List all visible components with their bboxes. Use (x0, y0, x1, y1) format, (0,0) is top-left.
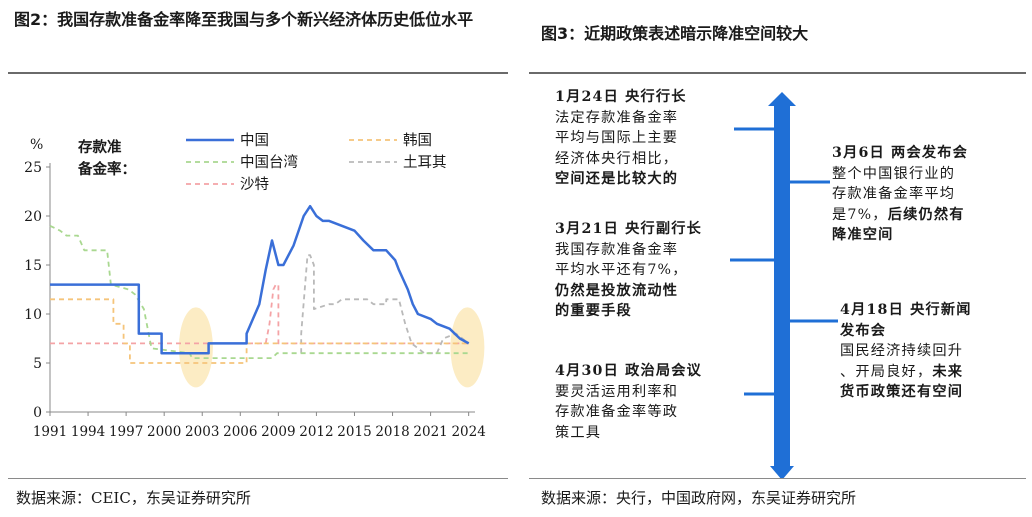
timeline-cap (768, 92, 796, 106)
legend-label-土耳其: 土耳其 (403, 154, 447, 171)
annotation-bold-line: 降准空间 (832, 227, 894, 243)
annotation-apr30: 4月30日 政治局会议 要灵活运用利率和 存款准备金率等政 策工具 (555, 361, 702, 443)
reserve-ratio-chart: 0 5 10 15 20 25% 1991 1994 1997 2000 2003 2006 2009 2… (10, 80, 508, 475)
annotation-bold-line: 仍然是投放流动性 (555, 282, 679, 299)
series-line-土耳其 (300, 254, 470, 355)
annotation-line: 平均水平还有7%， (555, 262, 688, 278)
right-source-note: 数据来源：央行，中国政府网，东吴证券研究所 (541, 489, 857, 507)
annotation-line: 经济体央行相比， (555, 150, 679, 167)
annotation-line: 是7%，后续仍然有 (832, 206, 965, 223)
annotation-mar21: 3月21日 央行副行长 我国存款准备金率 平均水平还有7%， 仍然是投放流动性 的重要手… (555, 219, 702, 322)
annotation-heading-cont: 发布会 (840, 322, 887, 339)
legend-title-line-1: 存款准 (78, 138, 122, 156)
series-line-韩国 (50, 298, 469, 364)
policy-timeline (730, 92, 838, 478)
legend-title-line-2: 备金率： (77, 160, 136, 178)
annotation-mar6: 3月6日 两会发布会 整个中国银行业的 存款准备金率平均 是7%，后续仍然有 降准空间 (832, 143, 968, 246)
right-panel-title: 图3：近期政策表述暗示降准空间较大 (541, 24, 809, 43)
y-tick-label-25: 25 (24, 160, 42, 176)
y-tick-label-5: 5 (33, 356, 42, 372)
series-line-中国台湾 (49, 224, 469, 360)
legend-label-沙特: 沙特 (240, 176, 269, 193)
x-tick-label-1991: 1991 (33, 424, 67, 440)
x-tick-label-2021: 2021 (413, 424, 447, 440)
annotation-heading: 4月18日 央行新闻 (840, 302, 972, 318)
annotation-line: 、开局良好，未来 (840, 363, 964, 380)
legend-label-中国台湾: 中国台湾 (240, 154, 298, 171)
timeline-arrowhead (770, 466, 794, 478)
annotation-line: 策工具 (555, 424, 602, 441)
series-line-沙特 (50, 283, 469, 345)
annotation-heading: 4月30日 政治局会议 (555, 363, 703, 379)
legend-label-中国: 中国 (240, 132, 269, 149)
annotation-line: 要灵活运用利率和 (555, 383, 679, 400)
y-tick-label-0: 0 (33, 405, 42, 421)
annotation-line: 整个中国银行业的 (832, 165, 956, 182)
annotation-line: 国民经济持续回升 (840, 343, 964, 359)
y-tick-label-15: 15 (24, 258, 42, 274)
x-tick-label-2015: 2015 (337, 424, 371, 440)
x-tick-label-2012: 2012 (299, 424, 333, 440)
x-tick-label-2009: 2009 (261, 424, 295, 440)
timeline-shaft (774, 106, 790, 468)
x-tick-label-2003: 2003 (185, 424, 219, 440)
highlight-ellipse-0 (178, 307, 213, 388)
right-title-rule (529, 72, 1026, 74)
x-tick-label-2024: 2024 (451, 424, 485, 440)
y-tick-label-10: 10 (24, 307, 42, 323)
legend-label-韩国: 韩国 (403, 132, 432, 149)
x-tick-label-1994: 1994 (71, 424, 105, 440)
annotation-heading: 3月6日 两会发布会 (832, 145, 968, 161)
x-tick-label-2006: 2006 (223, 424, 257, 440)
annotation-jan24: 1月24日 央行行长 法定存款准备金率 平均与国际上主要 经济体央行相比， 空间还是比较… (555, 87, 687, 190)
series-line-中国 (50, 204, 470, 355)
y-axis-unit: % (30, 137, 43, 153)
annotation-heading: 3月21日 央行副行长 (555, 221, 703, 237)
annotation-apr18: 4月18日 央行新闻 发布会国民经济持续回升 、开局良好，未来 货币政策还有空间 (840, 300, 972, 403)
left-bottom-rule (8, 478, 508, 479)
left-source-note: 数据来源：CEIC，东吴证券研究所 (16, 489, 251, 507)
annotation-bold-line: 的重要手段 (555, 303, 632, 319)
annotation-line: 存款准备金率平均 (832, 186, 956, 202)
y-tick-label-20: 20 (24, 209, 42, 225)
right-bottom-rule (529, 478, 1026, 479)
annotation-line: 平均与国际上主要 (555, 130, 679, 146)
left-title-rule (8, 72, 508, 74)
annotation-line: 我国存款准备金率 (555, 241, 679, 258)
annotation-bold-line: 空间还是比较大的 (555, 171, 679, 187)
annotation-line: 存款准备金率等政 (555, 404, 679, 420)
highlight-ellipse-1 (450, 307, 485, 388)
annotation-line: 法定存款准备金率 (555, 109, 679, 126)
x-tick-label-1997: 1997 (109, 424, 143, 440)
annotation-bold-line: 货币政策还有空间 (840, 384, 964, 400)
annotation-heading: 1月24日 央行行长 (555, 89, 687, 105)
x-tick-label-2018: 2018 (375, 424, 409, 440)
x-tick-label-2000: 2000 (147, 424, 181, 440)
left-panel-title: 图2：我国存款准备金率降至我国与多个新兴经济体历史低位水平 (14, 10, 474, 29)
